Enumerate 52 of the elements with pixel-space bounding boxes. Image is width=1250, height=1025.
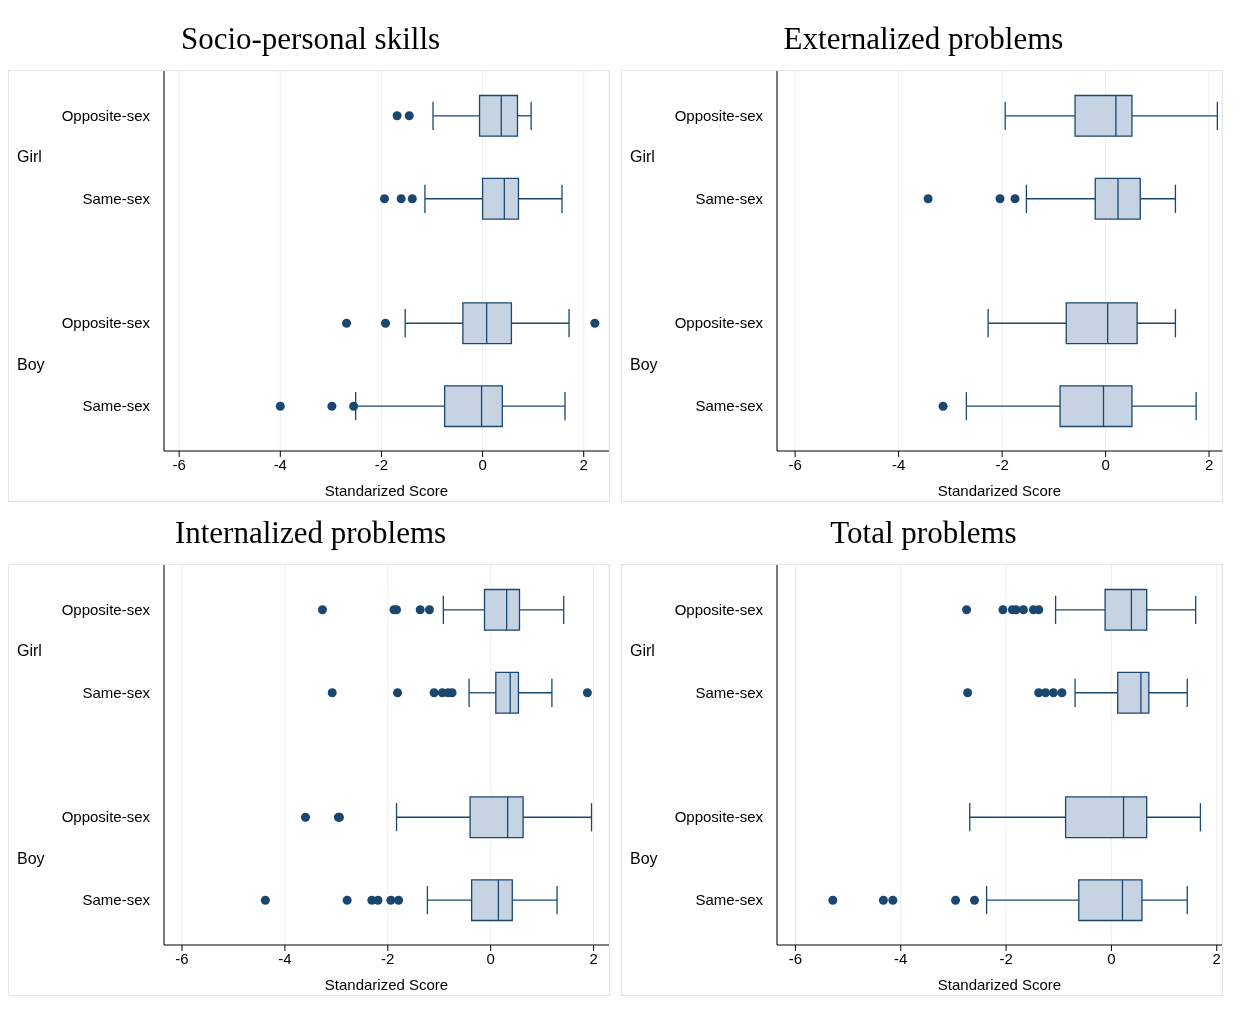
x-tick-label: -2 — [374, 455, 389, 473]
text: Boy — [630, 849, 658, 867]
y-tick-label: Opposite-sex — [674, 600, 764, 618]
text: Girl — [630, 642, 655, 660]
text: Boy — [17, 849, 45, 867]
y-tick-label: Opposite-sex — [674, 314, 764, 332]
x-axis-title: Standarized Score — [324, 976, 449, 993]
y-tick-label: Same-sex — [695, 683, 764, 701]
text: Girl — [630, 148, 655, 166]
x-tick-label: -4 — [278, 949, 292, 967]
x-tick-label: -2 — [999, 949, 1013, 967]
chart-title: Internalized problems — [173, 514, 448, 552]
x-tick-label: 0 — [1107, 949, 1116, 967]
x-tick-label: -4 — [273, 455, 287, 473]
x-tick-label: -2 — [995, 455, 1009, 473]
x-tick-label: -4 — [891, 455, 906, 473]
y-tick-label: Opposite-sex — [61, 808, 151, 826]
x-tick-label: -6 — [788, 455, 802, 473]
y-tick-label: Same-sex — [695, 189, 764, 207]
chart-title: Socio-personal skills — [179, 20, 442, 58]
chart-title: Externalized problems — [782, 20, 1065, 58]
y-tick-label: Same-sex — [82, 189, 151, 207]
y-tick-label: Same-sex — [695, 397, 764, 415]
x-tick-label: -4 — [894, 949, 908, 967]
x-tick-label: -6 — [175, 949, 189, 967]
text: Boy — [17, 355, 45, 373]
x-axis-title: Standarized Score — [937, 976, 1062, 993]
y-tick-label: Opposite-sex — [61, 106, 151, 124]
y-tick-label: Opposite-sex — [61, 314, 151, 332]
x-tick-label: 0 — [478, 455, 487, 473]
y-tick-label: Same-sex — [82, 891, 151, 909]
x-axis-title: Standarized Score — [937, 482, 1062, 499]
x-tick-label: 2 — [589, 949, 598, 967]
x-tick-label: 2 — [1204, 455, 1214, 473]
x-tick-label: -2 — [381, 949, 395, 967]
x-tick-label: 0 — [486, 949, 495, 967]
x-tick-label: 2 — [1212, 949, 1221, 967]
text: Girl — [17, 642, 42, 660]
x-tick-label: -6 — [788, 949, 803, 967]
x-tick-label: 2 — [579, 455, 588, 473]
x-axis-title: Standarized Score — [324, 482, 449, 499]
chart-title: Total problems — [829, 514, 1018, 552]
text: Boy — [630, 355, 658, 373]
x-tick-label: -6 — [172, 455, 186, 473]
y-tick-label: Opposite-sex — [674, 106, 764, 124]
y-tick-label: Same-sex — [82, 397, 151, 415]
x-tick-label: 0 — [1101, 455, 1110, 473]
y-tick-label: Opposite-sex — [61, 600, 151, 618]
y-tick-label: Opposite-sex — [674, 808, 764, 826]
y-tick-label: Same-sex — [82, 683, 151, 701]
y-tick-label: Same-sex — [695, 891, 764, 909]
text: Girl — [17, 148, 42, 166]
